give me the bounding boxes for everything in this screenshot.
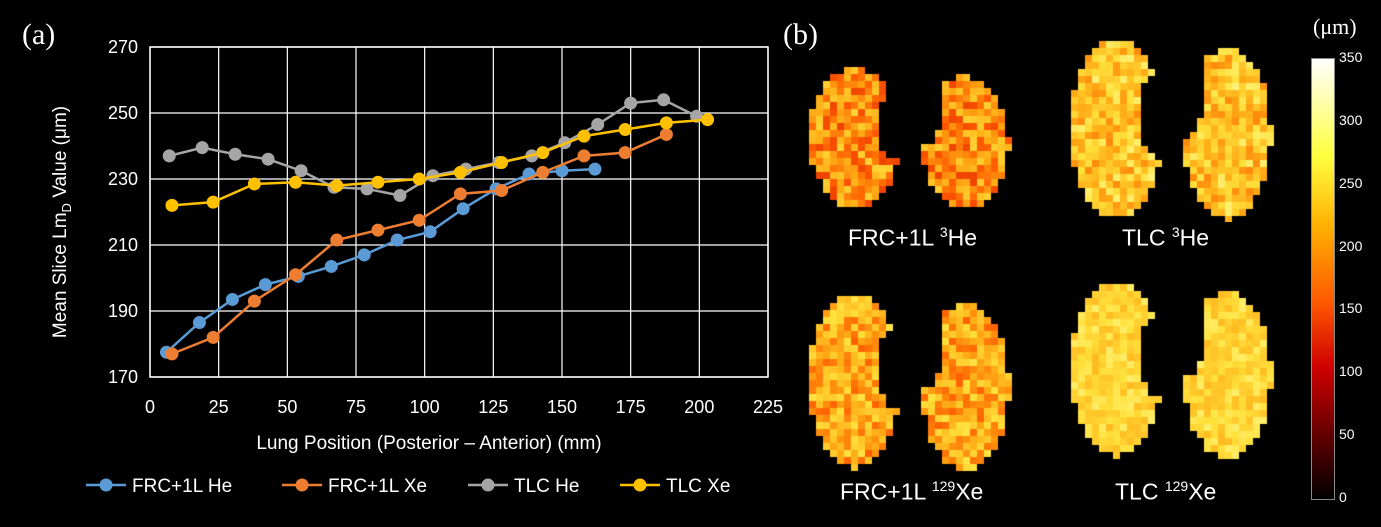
colorbar-tick-label: 50: [1339, 426, 1355, 443]
x-tick-label: 25: [209, 397, 229, 417]
colorbar-tick-label: 250: [1339, 174, 1363, 191]
x-tick-label: 200: [684, 397, 714, 417]
data-point: [412, 172, 426, 186]
data-point: [423, 225, 437, 239]
data-point: [456, 202, 470, 216]
data-point: [657, 93, 671, 107]
data-point: [555, 164, 569, 178]
y-tick-label: 230: [108, 169, 138, 189]
data-point: [412, 213, 426, 227]
colorbar-tick-label: 300: [1339, 111, 1363, 128]
legend-label: FRC+1L He: [132, 476, 232, 497]
data-point: [536, 165, 550, 179]
data-point: [577, 129, 591, 143]
data-point: [195, 141, 209, 155]
data-point: [294, 164, 308, 178]
data-point: [624, 96, 638, 110]
data-point: [453, 165, 467, 179]
y-tick-label: 270: [108, 37, 138, 57]
data-point: [659, 127, 673, 141]
map-caption-tlc-xe: TLC 129Xe: [1115, 478, 1217, 505]
data-point: [258, 278, 272, 292]
series-line-0: [165, 167, 596, 354]
x-axis-label: Lung Position (Posterior – Anterior) (mm…: [256, 433, 601, 454]
data-point: [192, 316, 206, 330]
x-tick-label: 175: [616, 397, 646, 417]
x-tick-label: 50: [277, 397, 297, 417]
map-caption-tlc-he: TLC 3He: [1122, 224, 1210, 251]
colorbar-tick-label: 100: [1339, 363, 1363, 380]
colorbar-tick-label: 200: [1339, 237, 1363, 254]
y-tick-label: 210: [108, 235, 138, 255]
data-point: [360, 182, 374, 196]
data-point: [165, 198, 179, 212]
colorbar-tick-label: 150: [1339, 300, 1363, 317]
data-point: [357, 248, 371, 262]
panel-a-label: (a): [22, 18, 56, 51]
map-caption-frc-he: FRC+1L 3He: [848, 224, 978, 251]
legend-label: TLC Xe: [666, 476, 730, 497]
data-point: [371, 175, 385, 189]
data-point: [247, 177, 261, 191]
data-point: [588, 162, 602, 176]
data-point: [289, 175, 303, 189]
data-point: [289, 268, 303, 282]
data-point: [206, 195, 220, 209]
data-point: [330, 233, 344, 247]
x-tick-label: 225: [753, 397, 783, 417]
x-tick-label: 75: [346, 397, 366, 417]
colorbar-unit: (μm): [1313, 14, 1357, 39]
x-tick-label: 125: [478, 397, 508, 417]
data-point: [330, 179, 344, 193]
data-point: [591, 118, 605, 132]
x-tick-label: 150: [547, 397, 577, 417]
panel-b-label: (b): [783, 18, 818, 51]
data-point: [393, 189, 407, 202]
x-tick-label: 0: [145, 397, 155, 417]
data-point: [165, 347, 179, 361]
y-axis-label: Mean Slice LmD Value (μm): [50, 106, 74, 338]
data-point: [659, 116, 673, 130]
data-point: [390, 233, 404, 247]
data-point: [618, 146, 632, 160]
data-point: [206, 330, 220, 344]
data-point: [261, 152, 275, 166]
legend-marker: [481, 478, 495, 492]
y-tick-label: 250: [108, 103, 138, 123]
colorbar: [1311, 58, 1335, 500]
y-tick-label: 190: [108, 301, 138, 321]
data-point: [371, 223, 385, 237]
data-point: [247, 294, 261, 308]
colorbar-tick-label: 350: [1339, 49, 1363, 65]
legend-marker: [295, 478, 309, 492]
legend-label: TLC He: [514, 476, 579, 497]
data-point: [577, 149, 591, 163]
series-line-3: [171, 118, 708, 207]
heatmap-tlc-he: [1057, 27, 1287, 222]
legend-label: FRC+1L Xe: [328, 476, 427, 497]
data-point: [162, 149, 176, 163]
data-point: [495, 156, 509, 169]
x-tick-label: 100: [410, 397, 440, 417]
data-point: [495, 184, 509, 198]
colorbar-tick-label: 0: [1339, 489, 1347, 505]
data-point: [536, 146, 550, 160]
heatmap-frc-xe: [795, 282, 1025, 472]
data-point: [701, 113, 715, 127]
data-point: [225, 292, 239, 306]
data-point: [453, 187, 467, 201]
heatmap-tlc-xe: [1057, 270, 1287, 460]
map-caption-frc-xe: FRC+1L 129Xe: [840, 478, 984, 505]
legend-marker: [633, 478, 647, 492]
y-tick-label: 170: [108, 367, 138, 387]
legend-marker: [99, 478, 113, 492]
heatmap-frc-he: [795, 60, 1025, 210]
data-point: [228, 147, 242, 161]
line-chart: 0 25 50 75 100 125 150 175 200 225 170 190 210 230 250…: [50, 37, 783, 497]
data-point: [324, 259, 338, 273]
data-point: [618, 123, 632, 136]
